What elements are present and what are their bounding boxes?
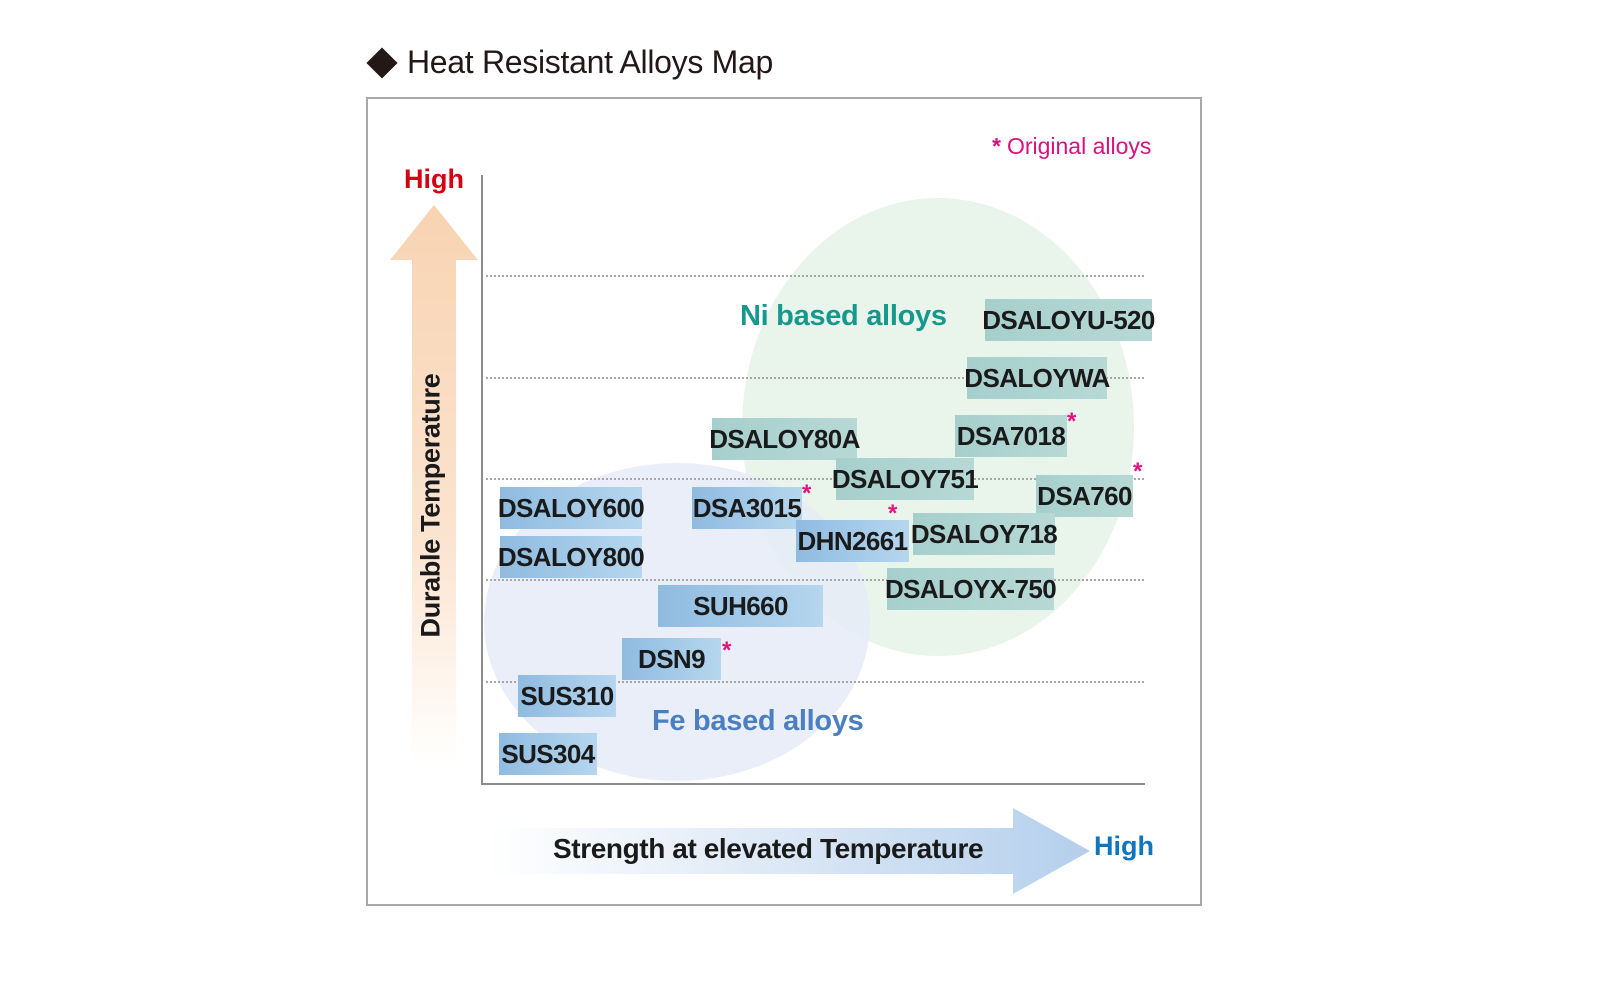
fe-group-label: Fe based alloys: [652, 705, 864, 737]
alloy-dhn2661: DHN2661: [796, 520, 909, 562]
original-asterisk-icon: *: [888, 500, 898, 527]
gridline: [486, 579, 1144, 581]
alloy-dsn9: DSN9: [622, 638, 721, 680]
alloy-dsaloy600: DSALOY600: [498, 487, 645, 529]
arrow-up-icon: [390, 205, 478, 765]
legend-label: Original alloys: [1006, 133, 1152, 159]
x-axis-line: [481, 783, 1145, 785]
map-frame: [366, 97, 1202, 906]
gridline: [486, 275, 1144, 277]
x-axis-high-label: High: [1094, 831, 1154, 861]
gridline: [486, 377, 1144, 379]
arrow-right-icon: [490, 808, 1090, 894]
original-asterisk-icon: *: [1067, 408, 1077, 435]
gridline: [486, 681, 1144, 683]
x-axis-label: Strength at elevated Temperature: [553, 833, 984, 864]
original-asterisk-icon: *: [1133, 458, 1143, 485]
alloy-suh660: SUH660: [658, 585, 823, 627]
alloy-dsa3015: DSA3015: [692, 487, 802, 529]
y-axis-high-label: High: [404, 164, 464, 194]
alloy-sus310: SUS310: [518, 675, 616, 717]
alloy-dsaloy80a: DSALOY80A: [709, 418, 860, 460]
y-axis-line: [481, 175, 483, 785]
alloy-sus304: SUS304: [499, 733, 597, 775]
alloy-dsaloywa: DSALOYWA: [964, 357, 1110, 399]
page-title: Heat Resistant Alloys Map: [365, 44, 773, 81]
alloy-dsa760: DSA760: [1036, 475, 1133, 517]
diamond-icon: [366, 46, 398, 79]
gridline: [486, 478, 1144, 480]
alloy-dsa7018: DSA7018: [955, 415, 1067, 457]
legend: * Original alloys: [992, 133, 1151, 160]
y-axis-label: Durable Temperature: [415, 373, 446, 638]
alloy-dsaloy800: DSALOY800: [498, 536, 645, 578]
title-text: Heat Resistant Alloys Map: [407, 44, 774, 80]
asterisk-icon: *: [992, 133, 1001, 159]
alloy-dsaloy718: DSALOY718: [911, 513, 1058, 555]
original-asterisk-icon: *: [802, 480, 812, 507]
alloy-dsaloyu-520: DSALOYU-520: [982, 299, 1155, 341]
alloy-dsaloy751: DSALOY751: [832, 458, 979, 500]
original-asterisk-icon: *: [722, 637, 732, 664]
alloy-dsaloyx-750: DSALOYX-750: [885, 568, 1057, 610]
ni-group-label: Ni based alloys: [740, 300, 947, 332]
